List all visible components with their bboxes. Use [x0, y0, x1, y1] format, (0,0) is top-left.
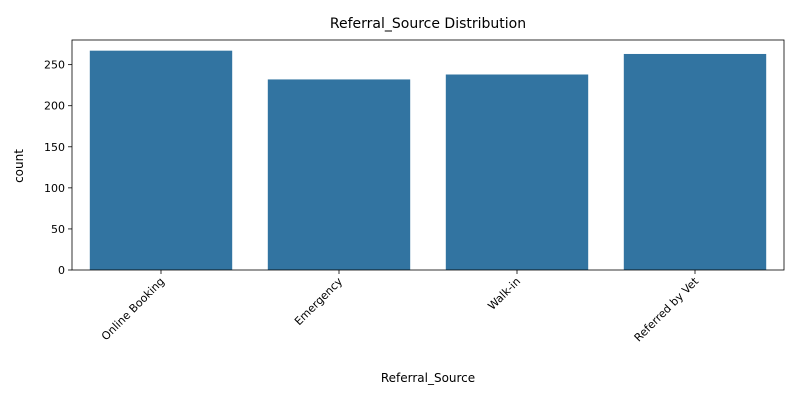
x-tick-label: Emergency	[292, 275, 345, 328]
y-tick-label: 100	[44, 182, 65, 195]
plot-area: 0 50 100 150 200 250 Online Booking Emergency Wa…	[44, 39, 785, 344]
x-tick-label: Online Booking	[99, 275, 167, 343]
y-tick-label: 150	[44, 141, 65, 154]
bar-online-booking	[89, 50, 233, 270]
x-axis-label: Referral_Source	[381, 371, 475, 385]
x-tick-label: Walk-in	[485, 275, 523, 313]
x-tick-label: Referred by Vet	[632, 274, 702, 344]
y-axis-label: count	[12, 149, 26, 183]
y-tick-label: 0	[58, 264, 65, 277]
bar-emergency	[267, 79, 411, 270]
bar-referred-by-vet	[623, 53, 767, 270]
axes-frame	[71, 39, 785, 271]
y-tick-label: 200	[44, 100, 65, 113]
chart-title: Referral_Source Distribution	[330, 16, 526, 32]
y-tick-label: 250	[44, 59, 65, 72]
y-tick-label: 50	[51, 223, 65, 236]
bar-walk-in	[445, 74, 589, 270]
